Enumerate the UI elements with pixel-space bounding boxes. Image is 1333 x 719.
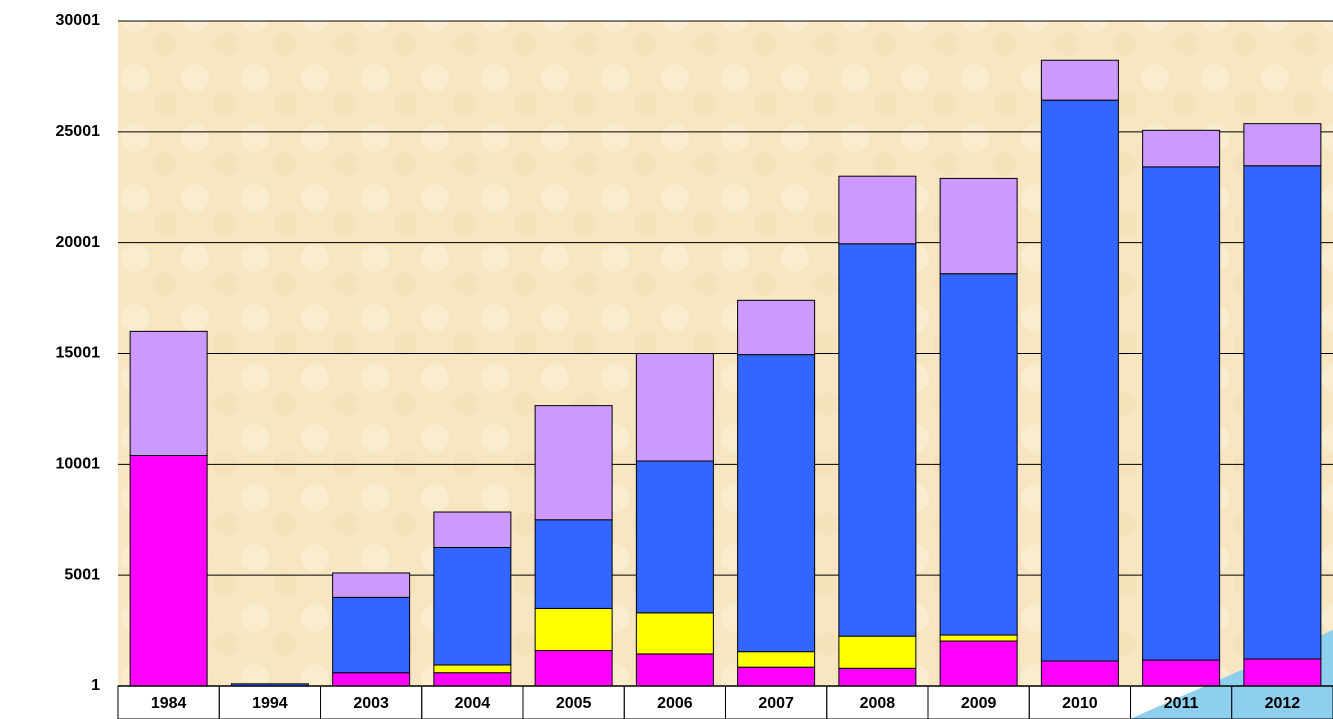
x-tick-label: 1994 — [252, 695, 288, 712]
bar-segment — [939, 640, 1018, 687]
bar-segment — [433, 672, 512, 687]
bar-segment — [332, 596, 411, 674]
x-tick-label: 2008 — [860, 695, 896, 712]
bar-segment — [939, 273, 1018, 636]
bar-segment — [737, 651, 816, 668]
y-tick-label: 25001 — [56, 123, 101, 140]
y-tick-label: 15001 — [56, 345, 101, 362]
y-tick-label: 20001 — [56, 234, 101, 251]
x-tick-label: 2011 — [1164, 695, 1199, 712]
bar-segment — [838, 635, 917, 669]
bar-segment — [737, 666, 816, 687]
bar-segment — [838, 175, 917, 245]
bar-segment — [534, 650, 613, 687]
bar-segment — [1040, 99, 1119, 662]
x-tick-label: 2012 — [1265, 695, 1301, 712]
bar-segment — [1142, 659, 1221, 687]
bar-segment — [433, 546, 512, 666]
x-tick-label: 2004 — [455, 695, 491, 712]
bar-segment — [1142, 129, 1221, 168]
bar-segment — [635, 460, 714, 614]
bar-segment — [129, 454, 208, 687]
bar-segment — [635, 612, 714, 655]
bar-segment — [939, 177, 1018, 275]
bar-segment — [129, 330, 208, 456]
bar-segment — [737, 354, 816, 653]
bar-segment — [332, 672, 411, 687]
x-tick-label: 2009 — [961, 695, 997, 712]
bar-segment — [1243, 658, 1322, 687]
bar-segment — [838, 667, 917, 687]
bar-segment — [1040, 660, 1119, 687]
bar-segment — [534, 519, 613, 609]
bar-segment — [433, 511, 512, 548]
bar-segment — [635, 353, 714, 462]
y-tick-label: 1 — [91, 677, 100, 694]
bar-segment — [838, 243, 917, 637]
category-cell — [1231, 685, 1333, 719]
bar-segment — [1040, 59, 1119, 101]
y-tick-label: 30001 — [56, 12, 101, 29]
bar-segment — [737, 299, 816, 356]
x-tick-label: 1984 — [151, 695, 187, 712]
x-tick-label: 2006 — [657, 695, 693, 712]
bar-segment — [534, 405, 613, 521]
bar-segment — [534, 607, 613, 652]
bar-segment — [635, 653, 714, 687]
bar-segment — [1243, 123, 1322, 167]
x-tick-label: 2005 — [556, 695, 592, 712]
bar-segment — [939, 634, 1018, 642]
bar-segment — [433, 664, 512, 674]
bar-segment — [332, 572, 411, 598]
y-tick-label: 5001 — [64, 566, 100, 583]
bar-segment — [1243, 165, 1322, 660]
x-tick-label: 2003 — [353, 695, 389, 712]
y-tick-label: 10001 — [56, 456, 101, 473]
bar-segment — [1142, 166, 1221, 661]
x-tick-label: 2010 — [1062, 695, 1098, 712]
x-tick-label: 2007 — [758, 695, 794, 712]
